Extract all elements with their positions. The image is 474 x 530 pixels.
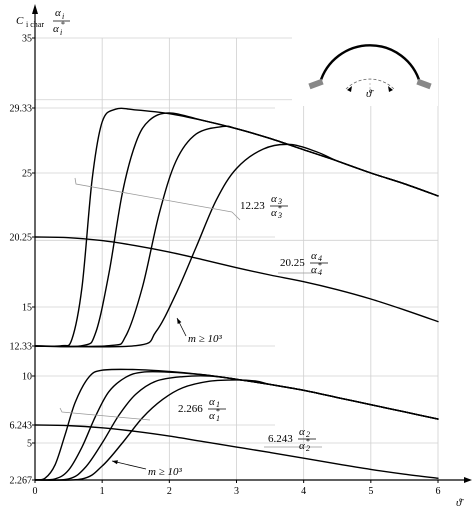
lower-envelope-label-coefficient: 2.266 [178,403,203,415]
x-axis-title: ϑ̄ [456,497,464,509]
lower-reference-label-numerator-sub: 2 [306,430,310,439]
x-tick-label: 6 [436,486,441,497]
lower-envelope-label-denominator-sub: 1 [216,414,220,423]
y-tick-label: 12.33 [10,342,33,353]
inset-angle-symbol: ϑ̄ [366,88,374,100]
inset-background [292,20,438,106]
y-tick-label: 2.267 [10,476,33,487]
angle-arc [345,78,395,90]
leader-lower-envelope [59,407,151,421]
y-tick-label: 6.243 [10,421,33,432]
y-axis-arrow [32,4,38,14]
curve-layer [34,107,439,481]
lower-reference-label-denominator: α [299,440,305,452]
leader-upper-envelope-tail [231,211,241,221]
x-axis-arrow [464,477,472,483]
upper-envelope-label-numerator-sub: 3 [277,197,282,206]
upper-series-4 [34,143,439,348]
lower-reference-label-numerator: α [299,426,305,438]
y-tick-label: 35 [22,34,32,45]
lower-family-label: m ≥ 10³ [111,460,182,478]
upper-reference-label-denominator-sup: * [318,261,322,270]
y-axis-title-sub: i char [26,20,44,29]
lower-envelope-label-denominator: α [209,410,215,422]
y-tick-label: 5 [27,439,32,450]
leader-upper-envelope [74,177,233,213]
upper-reference-label-denominator: α [311,264,317,276]
upper-envelope-label-denominator-sub: 3 [277,211,282,220]
upper-reference-label-coefficient: 20.25 [280,257,305,269]
angle-arrow-right [388,86,393,92]
x-tick-label: 4 [301,486,306,497]
upper-reference-curve [34,236,439,323]
y-tick-label: 25 [22,169,32,180]
upper-family-label-text: m ≥ 10³ [188,333,222,345]
lower-envelope-label-denominator-sup: * [216,407,220,416]
y-axis-title-den: α [53,23,59,35]
upper-envelope-label: 12.23 α 3α 3* [240,193,288,220]
lower-reference-label-denominator-sup: * [306,437,310,446]
y-tick-label: 15 [22,303,32,314]
upper-reference-label-denominator-sub: 4 [318,268,322,277]
upper-family-label: m ≥ 10³ [176,317,222,345]
y-axis-title: C i char α i α i * [16,7,70,37]
x-tick-label: 2 [167,486,172,497]
upper-family-label-arrow-head [177,318,182,324]
y-axis-title-num-sub: i [62,12,64,21]
lower-reference-curve [34,424,439,479]
upper-envelope-label-denominator-sup: * [278,204,282,213]
x-tick-label: 3 [234,486,239,497]
lower-family-label-arrow-line [111,460,147,470]
x-tick-label: 0 [33,486,38,497]
lower-envelope-label: 2.266 α 1α 1* [178,396,226,423]
lower-reference-label-coefficient: 6.243 [268,433,293,445]
lower-reference-label-denominator-sub: 2 [306,444,310,453]
upper-reference-label: 20.25 α 4α 4* [280,250,328,277]
lower-envelope-label-numerator: α [209,396,215,408]
x-tick-label: 1 [100,486,105,497]
lower-envelope-label-numerator-sub: 1 [216,400,220,409]
left-support [308,78,324,90]
lower-family-label-text: m ≥ 10³ [148,466,182,478]
lower-family-label-arrow-head [112,460,118,465]
y-axis-title-num: α [55,7,61,19]
y-tick-label: 29.33 [10,104,33,115]
upper-reference-label-numerator: α [311,250,317,262]
y-axis-title-main: C [16,15,24,27]
upper-envelope-label-coefficient: 12.23 [240,200,265,212]
y-axis-title-den-sup: * [61,20,65,29]
y-tick-label: 20.25 [10,233,33,244]
axis-layer [32,4,472,483]
x-tick-label: 5 [368,486,373,497]
angle-arrow-left [347,86,352,92]
arch-curve [318,44,422,84]
upper-reference-label-numerator-sub: 4 [318,254,322,263]
y-axis-title-den-sub: i [60,28,62,37]
upper-envelope-label-numerator: α [271,193,277,205]
y-tick-label: 10 [22,372,32,383]
right-support [416,78,432,90]
lower-series-4 [34,379,439,481]
upper-envelope-label-denominator: α [271,207,277,219]
arch-inset: ϑ̄ [292,20,438,106]
lower-reference-label: 6.243 α 2α 2* [268,426,316,453]
